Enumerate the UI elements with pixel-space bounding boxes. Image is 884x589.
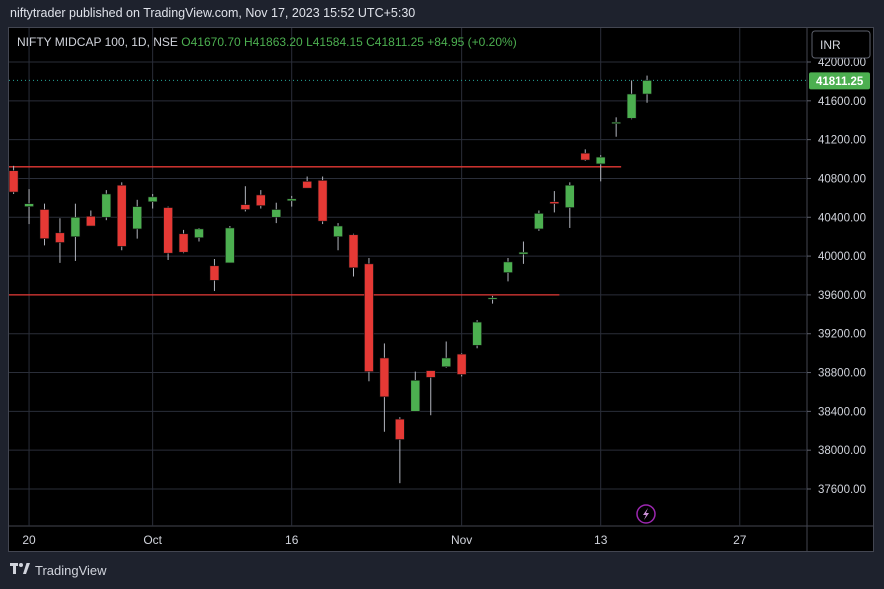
candle-body[interactable]	[70, 216, 81, 237]
candle-body[interactable]	[642, 80, 652, 95]
lightning-icon[interactable]	[636, 504, 656, 524]
candle-body[interactable]	[39, 209, 50, 239]
candle-body[interactable]	[456, 353, 467, 375]
footer-brand: TradingView	[35, 563, 107, 578]
candle-body[interactable]	[317, 180, 328, 222]
candle-body[interactable]	[333, 225, 343, 237]
candle-body[interactable]	[286, 198, 297, 202]
candle-body[interactable]	[441, 357, 452, 368]
candle-body[interactable]	[395, 418, 405, 440]
candle-body[interactable]	[626, 93, 637, 119]
candle-body[interactable]	[425, 370, 436, 378]
candle-body[interactable]	[132, 206, 142, 230]
candle-body[interactable]	[549, 201, 560, 204]
price-tick-label: 40000.00	[818, 251, 866, 263]
candle-body[interactable]	[8, 170, 19, 193]
symbol-legend: NIFTY MIDCAP 100, 1D, NSE O41670.70 H418…	[17, 35, 517, 49]
time-tick-label: 27	[733, 533, 747, 547]
candle-body[interactable]	[410, 380, 421, 412]
candle-body[interactable]	[178, 233, 189, 253]
candle-body[interactable]	[379, 357, 390, 398]
ohlc-high: H41863.20	[241, 35, 303, 49]
price-tick-label: 39600.00	[818, 290, 866, 302]
last-price-label: 41811.25	[816, 76, 864, 88]
price-tick-label: 40400.00	[818, 212, 866, 224]
candle-body[interactable]	[271, 209, 282, 218]
candle-body[interactable]	[225, 227, 235, 264]
currency-button[interactable]	[811, 30, 871, 59]
candle-body[interactable]	[55, 232, 65, 243]
candle-body[interactable]	[24, 203, 34, 207]
price-tick-label: 38800.00	[818, 368, 866, 380]
lightning-glyph-icon	[643, 508, 649, 520]
price-tick-label: 40800.00	[818, 173, 866, 185]
price-tick-label: 37600.00	[818, 484, 866, 496]
candle-body[interactable]	[101, 193, 112, 218]
candle-body[interactable]	[364, 263, 374, 372]
candle-body[interactable]	[116, 184, 127, 247]
ohlc-low: L41584.15	[303, 35, 363, 49]
candle-body[interactable]	[86, 216, 96, 227]
candle-body[interactable]	[209, 265, 220, 281]
candle-body[interactable]	[518, 251, 529, 255]
time-tick-label: 20	[22, 533, 36, 547]
ohlc-change: +84.95 (+0.20%)	[424, 35, 517, 49]
price-tick-label: 38400.00	[818, 406, 866, 418]
ohlc-close: C41811.25	[363, 35, 424, 49]
candle-body[interactable]	[348, 234, 359, 269]
price-tick-label: 38000.00	[818, 445, 866, 457]
candle-body[interactable]	[194, 228, 204, 238]
price-tick-label: 41200.00	[818, 135, 866, 147]
candle-body[interactable]	[302, 181, 312, 189]
footer: TradingView	[10, 563, 107, 578]
price-tick-label: 41600.00	[818, 96, 866, 108]
candle-body[interactable]	[240, 204, 251, 210]
candle-body[interactable]	[163, 207, 173, 254]
publisher-caption: niftytrader published on TradingView.com…	[10, 6, 416, 20]
currency-label: INR	[820, 38, 841, 52]
candle-body[interactable]	[595, 156, 606, 165]
price-tick-label: 42000.00	[818, 57, 866, 69]
time-tick-label: Oct	[143, 533, 162, 547]
last-price-badge	[809, 72, 870, 90]
tv-logo-icon	[10, 563, 30, 578]
symbol-name: NIFTY MIDCAP 100, 1D, NSE	[17, 35, 178, 49]
price-tick-label: 39200.00	[818, 329, 866, 341]
candle-body[interactable]	[255, 194, 266, 206]
candle-body[interactable]	[472, 321, 482, 346]
time-tick-label: 13	[594, 533, 608, 547]
time-tick-label: 16	[285, 533, 299, 547]
candle-body[interactable]	[580, 152, 591, 161]
candle-body[interactable]	[147, 196, 158, 203]
ohlc-open: O41670.70	[178, 35, 241, 49]
candle-body[interactable]	[503, 261, 513, 273]
candle-body[interactable]	[534, 213, 544, 230]
candle-body[interactable]	[611, 121, 621, 124]
candle-body[interactable]	[487, 297, 498, 300]
time-tick-label: Nov	[451, 533, 472, 547]
candle-body[interactable]	[564, 184, 575, 208]
